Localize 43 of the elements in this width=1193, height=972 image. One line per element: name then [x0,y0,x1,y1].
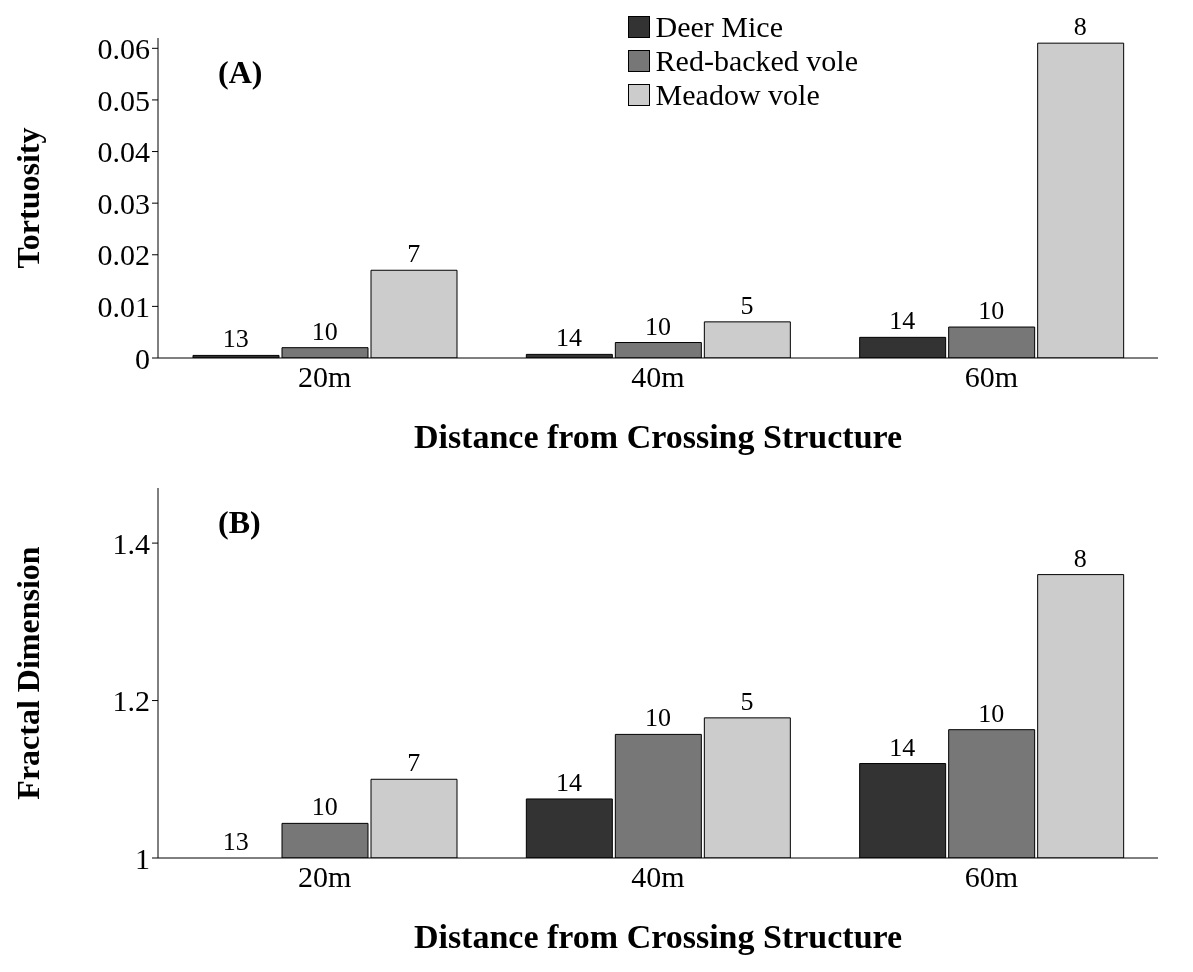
annotation: 13 [222,827,249,856]
y-tick-label: 0.02 [97,238,150,272]
annotation: 7 [407,748,421,778]
y-tick-label: 0.05 [97,83,150,117]
annotation: 5 [740,290,754,320]
y-tick-label: 0.06 [97,31,150,65]
annotation: 13 [222,324,249,354]
annotation: 14 [889,732,916,762]
legend-label: Meadow vole [655,78,820,112]
annotation: 10 [311,316,338,346]
annotation: (A) [218,54,263,90]
x-tick-label: 20m [297,360,352,394]
annotation: 10 [978,296,1005,326]
x-tick-label: 40m [631,360,685,394]
y-tick-label: 0.01 [97,290,150,324]
legend-label: Red-backed vole [655,44,858,78]
annotation: 10 [311,792,338,822]
x-tick-label: 60m [964,360,1019,394]
y-tick-label: 0 [135,341,150,375]
y-tick-label: 1.2 [112,684,150,718]
x-tick-label: 40m [631,860,685,894]
y-tick-label: 0.03 [97,186,150,220]
y-axis-title: Fractal Dimension [10,546,47,800]
legend-label: Deer Mice [655,10,784,44]
annotation: (B) [218,504,261,540]
x-tick-label: 60m [964,860,1019,894]
annotation: 8 [1073,12,1087,42]
x-axis-title: Distance from Crossing Structure [413,918,903,955]
annotation: 10 [645,311,671,341]
y-tick-label: 1.4 [112,526,150,560]
annotation: 14 [556,767,582,797]
annotation: 14 [889,306,916,336]
y-tick-label: 1 [135,841,150,875]
annotation: 8 [1073,543,1087,573]
y-axis-title: Tortuosity [10,127,47,269]
x-tick-label: 20m [297,860,352,894]
annotation: 5 [740,686,754,716]
annotation: 14 [556,323,582,353]
annotation: 7 [407,239,421,269]
annotation: 10 [978,698,1005,728]
annotation: 10 [645,703,671,733]
x-axis-title: Distance from Crossing Structure [413,418,903,455]
y-tick-label: 0.04 [97,135,150,169]
